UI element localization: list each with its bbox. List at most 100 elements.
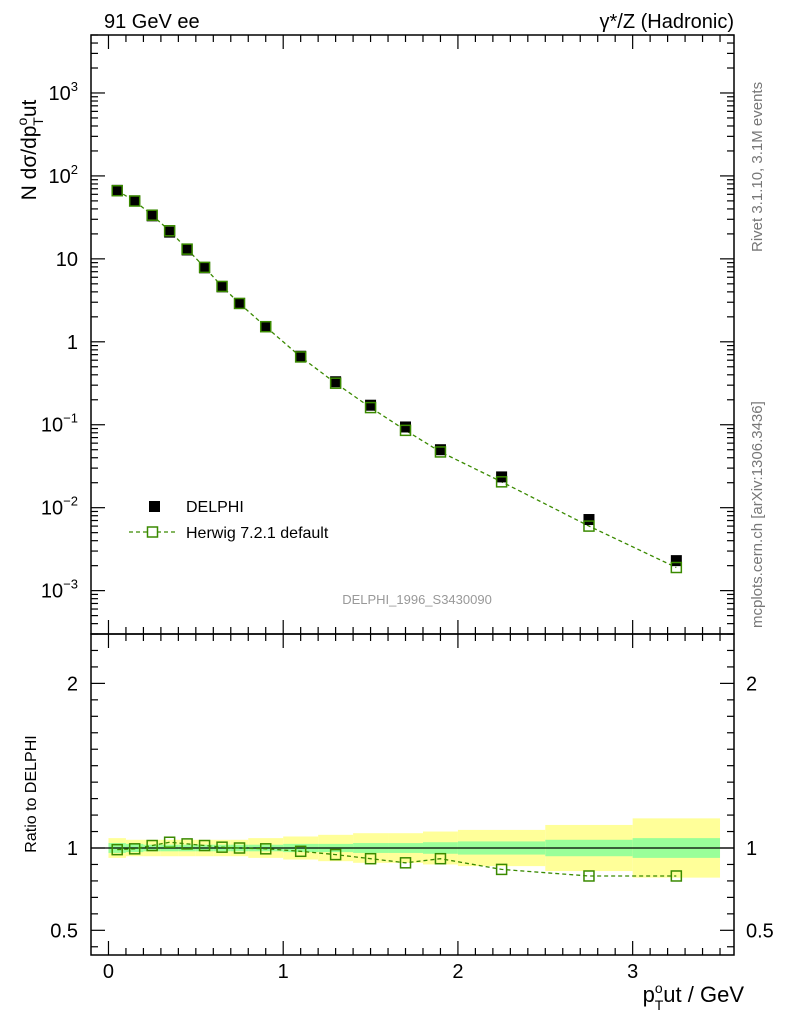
data-point — [146, 210, 158, 222]
ratio-mc-point — [198, 839, 211, 852]
ylabel-sup: o — [14, 118, 30, 126]
ratio-mc-point — [670, 870, 683, 882]
header-right: γ*/Z (Hadronic) — [600, 11, 734, 33]
y-tick-label-exp: −3 — [63, 577, 78, 592]
mc-point — [146, 209, 158, 221]
mc-point — [233, 297, 246, 310]
y-tick-label: 10−1 — [41, 411, 78, 437]
y-tick-label-exp: −2 — [63, 494, 78, 509]
xlabel-sub: T — [655, 997, 664, 1013]
data-point — [111, 184, 123, 196]
ratio-mc-point — [259, 843, 272, 855]
legend: DELPHI Herwig 7.2.1 default — [129, 499, 329, 542]
ratio-plot-frame — [90, 633, 735, 956]
ratio-series-layer — [111, 836, 683, 882]
data-point — [234, 297, 246, 309]
mc-point — [259, 320, 272, 333]
data-point — [295, 350, 307, 362]
ratio-mc-line — [117, 841, 677, 877]
x-tick-label: 2 — [452, 961, 463, 983]
ratio-mc-point — [583, 870, 595, 882]
mc-point — [495, 476, 508, 488]
mc-point — [181, 243, 193, 255]
ratio-mc-point — [163, 836, 176, 848]
ratio-y-tick-label-right: 1 — [746, 838, 757, 860]
mc-point — [294, 351, 307, 363]
y-tick-label: 103 — [49, 79, 78, 105]
mc-point — [128, 195, 141, 207]
y-tick-label-base: 10 — [49, 83, 71, 105]
data-point — [260, 320, 272, 332]
ratio-y-tick-label: 2 — [67, 673, 78, 695]
mcplots-label: mcplots.cern.ch [arXiv:1306.3436] — [749, 401, 766, 628]
ratio-plot-panel: 0.5 0.5 1 1 2 2 0 1 2 3 Ratio to DELPHI po Tut / G… — [23, 633, 774, 1013]
y-tick-label-base: 10 — [41, 415, 63, 437]
mc-point — [111, 184, 123, 197]
data-point — [199, 262, 211, 274]
y-tick-label-exp: 3 — [71, 79, 78, 94]
data-point — [400, 421, 412, 433]
ratio-mc-point — [434, 852, 447, 865]
ratio-xlabel: po Tut / GeV — [643, 980, 745, 1013]
main-ylabel: N dσ/dpoTut — [14, 99, 46, 200]
legend-mc-label: Herwig 7.2.1 default — [186, 525, 329, 542]
y-tick-label: 10 — [56, 249, 78, 271]
ylabel-main: N dσ/dp — [18, 126, 41, 201]
ratio-mc-point — [364, 852, 377, 865]
x-tick-label: 1 — [278, 961, 289, 983]
main-series-layer — [111, 184, 683, 574]
watermark: DELPHI_1996_S3430090 — [342, 592, 492, 607]
y-tick-label-base: 10 — [49, 166, 71, 188]
y-tick-label-base: 10 — [56, 249, 78, 271]
y-tick-label: 10−3 — [41, 577, 78, 603]
y-tick-label-base: 1 — [67, 332, 78, 354]
mc-line — [116, 190, 677, 569]
y-tick-label-exp: −1 — [63, 411, 78, 426]
xlabel-sup: o — [655, 980, 663, 996]
header-right-suffix: (Hadronic) — [635, 11, 734, 33]
header-left: 91 GeV ee — [104, 11, 200, 33]
header-right-prefix: γ*/Z — [600, 11, 636, 33]
mc-point — [399, 424, 412, 437]
mc-point — [583, 520, 595, 532]
y-tick-label: 102 — [49, 162, 78, 188]
x-tick-label: 0 — [103, 961, 114, 983]
legend-data-label: DELPHI — [186, 499, 244, 516]
xlabel-tail: ut / GeV — [663, 982, 744, 1007]
mc-point — [329, 377, 342, 389]
rivet-label: Rivet 3.1.10, 3.1M events — [749, 82, 766, 252]
data-point — [583, 514, 595, 526]
ratio-y-tick-label-right: 2 — [746, 673, 757, 695]
ratio-y-tick-label: 0.5 — [50, 920, 78, 942]
data-point — [670, 555, 682, 567]
mc-point — [163, 225, 176, 237]
y-tick-label-base: 10 — [41, 581, 63, 603]
ratio-mc-point — [294, 845, 307, 858]
ratio-mc-point — [495, 863, 508, 876]
mc-point — [670, 561, 683, 574]
ratio-axis-ticks: 0.5 0.5 1 1 2 2 0 1 2 3 — [50, 634, 774, 983]
mc-point — [364, 401, 377, 414]
data-point — [434, 444, 446, 456]
ratio-y-tick-label: 1 — [67, 838, 78, 860]
legend-data-marker — [149, 501, 160, 512]
ratio-mc-point — [128, 843, 141, 855]
data-point — [330, 376, 342, 388]
ratio-mc-point — [216, 841, 228, 853]
x-tick-label: 3 — [627, 961, 638, 983]
data-point — [365, 399, 377, 411]
y-tick-label: 10−2 — [41, 494, 78, 520]
y-tick-label-exp: 2 — [71, 162, 78, 177]
ratio-y-tick-label-right: 0.5 — [746, 920, 774, 942]
mc-point — [434, 446, 447, 458]
legend-mc-marker — [146, 526, 159, 538]
xlabel-p: p — [643, 982, 655, 1007]
ratio-mc-point — [146, 839, 158, 852]
data-point — [216, 281, 228, 293]
y-tick-label-base: 10 — [41, 498, 63, 520]
ratio-mc-point — [181, 838, 193, 850]
data-point — [164, 226, 176, 238]
